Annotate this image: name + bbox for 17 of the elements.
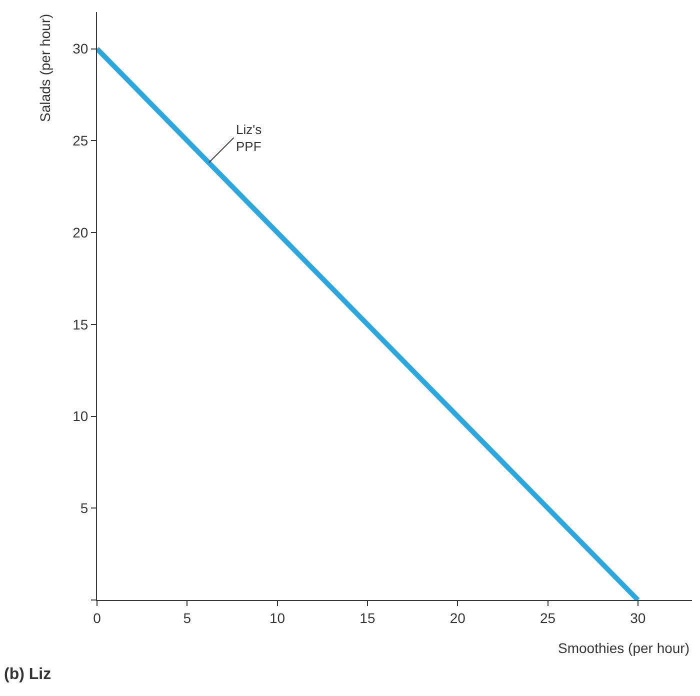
x-axis-title: Smoothies (per hour): [558, 640, 690, 656]
y-axis-title: Salads (per hour): [37, 14, 53, 122]
x-tick-label: 15: [360, 610, 376, 626]
x-tick-label: 5: [183, 610, 192, 626]
y-tick-label: 10: [72, 408, 88, 424]
x-tick-label: 25: [540, 610, 556, 626]
x-tick-label: 30: [630, 610, 646, 626]
y-tick-label: 20: [72, 224, 88, 240]
annotation: Liz's PPF: [236, 122, 262, 154]
x-tick-label: 10: [270, 610, 286, 626]
y-tick-label: 5: [80, 500, 88, 516]
x-tick-label: 20: [450, 610, 466, 626]
text: (b) Liz: [4, 666, 52, 683]
x-tick-label: 0: [93, 610, 102, 626]
y-tick-label: 25: [72, 132, 88, 149]
y-tick-label: 30: [72, 40, 88, 57]
y-tick-label: 15: [72, 316, 88, 332]
